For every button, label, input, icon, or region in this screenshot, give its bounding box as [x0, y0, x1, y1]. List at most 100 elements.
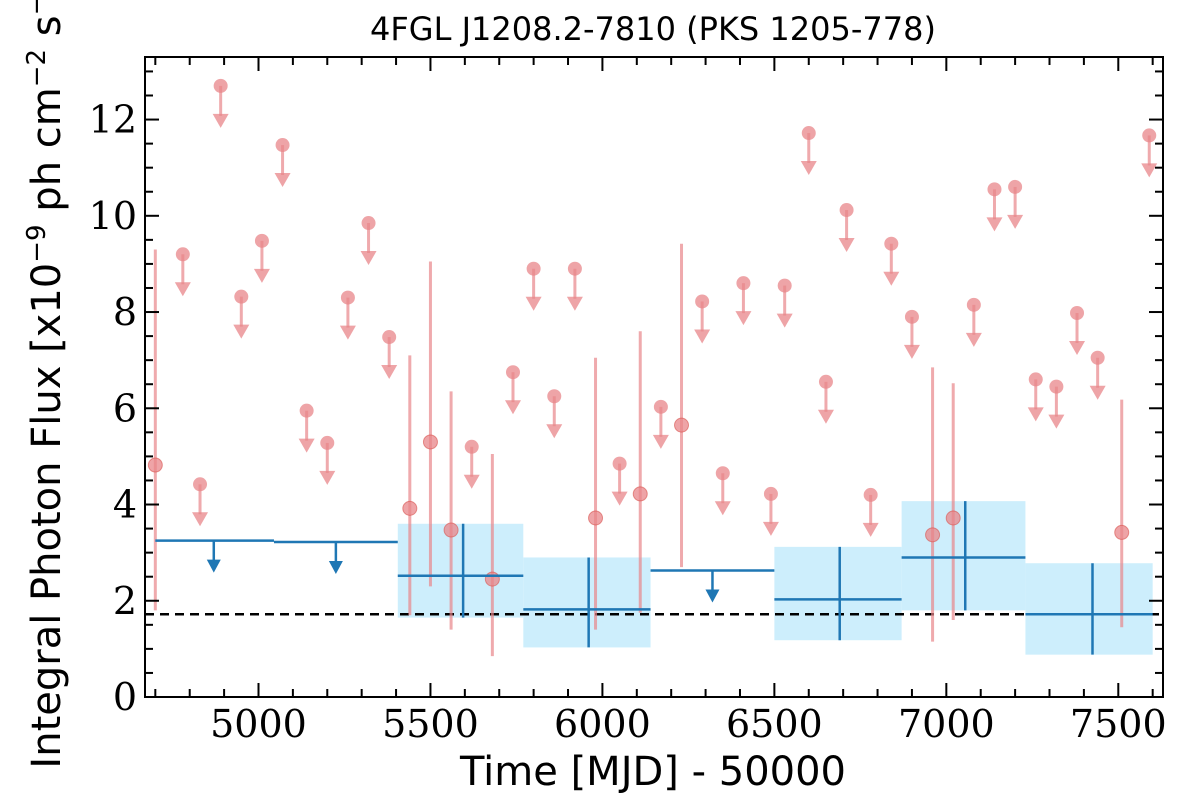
monthly-upper-limit-arrow [1141, 163, 1158, 178]
binned-upper-limit-arrow [206, 559, 221, 573]
monthly-upper-limit-point [863, 487, 878, 502]
monthly-data-point [674, 417, 690, 433]
monthly-upper-limit-arrow [694, 329, 711, 344]
monthly-upper-limit-arrow [903, 344, 920, 359]
monthly-upper-limit-point [1070, 306, 1085, 320]
monthly-upper-limit-point [818, 374, 833, 389]
y-tick-label: 4 [113, 483, 137, 527]
monthly-upper-limit-point [1028, 372, 1043, 387]
monthly-upper-limit-point [763, 486, 778, 501]
y-axis-label: Integral Photon Flux [x10−9 ph cm−2 s−1] [22, 0, 70, 769]
monthly-upper-limit-arrow [504, 400, 521, 415]
monthly-data-point [422, 434, 438, 450]
monthly-upper-limit-point [547, 389, 562, 404]
monthly-upper-limit-arrow [862, 522, 879, 537]
monthly-upper-limit-point [320, 435, 335, 450]
monthly-upper-limit-arrow [762, 521, 779, 536]
monthly-data-point [147, 457, 163, 473]
monthly-upper-limit-point [275, 138, 290, 153]
monthly-upper-limit-arrow [611, 491, 628, 506]
monthly-upper-limit-point [1090, 350, 1105, 365]
monthly-upper-limit-point [987, 182, 1002, 197]
x-tick-label: 7000 [898, 702, 995, 746]
y-tick-label: 8 [113, 290, 137, 334]
monthly-upper-limit-arrow [1027, 407, 1044, 422]
monthly-upper-limit-arrow [253, 268, 270, 283]
monthly-upper-limit-point [839, 203, 854, 218]
monthly-upper-limit-point [382, 330, 397, 345]
monthly-data-point [1114, 524, 1130, 540]
monthly-upper-limit-point [254, 233, 269, 248]
monthly-upper-limit-point [464, 439, 479, 454]
monthly-upper-limit-arrow [1089, 385, 1106, 400]
monthly-upper-limit-point [884, 236, 899, 251]
binned-upper-limit-arrow [328, 561, 343, 575]
binned-error-band [397, 523, 524, 618]
monthly-upper-limit-arrow [174, 282, 191, 297]
monthly-upper-limit-point [715, 466, 730, 481]
binned-error-band [901, 501, 1026, 611]
monthly-upper-limit-arrow [298, 438, 315, 453]
monthly-data-point [632, 486, 648, 502]
monthly-upper-limit-point [213, 78, 228, 93]
monthly-upper-limit-arrow [838, 238, 855, 253]
plot-area: 5000 5500 6000 6500 7000 7500 0 2 4 6 8 10 12 [89, 56, 1167, 746]
monthly-data-point [588, 510, 604, 526]
monthly-upper-limit-arrow [381, 365, 398, 380]
monthly-upper-limit-arrow [525, 296, 542, 311]
monthly-upper-limit-arrow [360, 251, 377, 266]
monthly-upper-limit-point [526, 261, 541, 276]
monthly-upper-limit-arrow [233, 324, 250, 339]
x-tick-label: 5500 [382, 702, 479, 746]
monthly-upper-limit-point [653, 399, 668, 414]
y-tick-label: 2 [113, 579, 137, 623]
monthly-upper-limit-arrow [339, 325, 356, 340]
y-tick-label: 12 [89, 98, 137, 142]
binned-error-band [1025, 563, 1153, 655]
monthly-upper-limit-point [695, 294, 710, 309]
monthly-upper-limit-point [736, 276, 751, 291]
monthly-upper-limit-arrow [652, 434, 669, 449]
monthly-upper-limit-point [175, 247, 190, 262]
monthly-data-point [945, 510, 961, 526]
monthly-upper-limit-arrow [714, 501, 731, 516]
monthly-upper-limit-arrow [319, 470, 336, 485]
monthly-upper-limit-arrow [883, 271, 900, 286]
x-tick-label: 7500 [1070, 702, 1167, 746]
monthly-upper-limit-arrow [192, 512, 209, 527]
y-tick-label: 6 [113, 386, 137, 430]
monthly-data-point [925, 527, 941, 543]
monthly-upper-limit-point [612, 456, 627, 471]
binned-upper-limit-arrow [705, 589, 720, 603]
monthly-upper-limit-point [505, 365, 520, 380]
chart-title: 4FGL J1208.2-7810 (PKS 1205-778) [370, 10, 936, 48]
monthly-upper-limit-point [904, 309, 919, 324]
monthly-upper-limit-arrow [800, 161, 817, 176]
x-tick-label: 6500 [726, 702, 823, 746]
monthly-upper-limit-arrow [965, 332, 982, 347]
x-tick-label: 6000 [554, 702, 651, 746]
monthly-upper-limit-arrow [546, 424, 563, 439]
monthly-upper-limit-point [340, 290, 355, 305]
monthly-upper-limit-point [801, 126, 816, 141]
monthly-upper-limit-arrow [1007, 214, 1024, 229]
monthly-upper-limit-point [966, 297, 981, 312]
binned-error-band [774, 546, 902, 641]
monthly-data-point [443, 522, 459, 538]
monthly-data-point [402, 500, 418, 516]
monthly-upper-limit-point [1049, 379, 1064, 394]
monthly-upper-limit-arrow [1069, 341, 1086, 355]
monthly-upper-limit-point [361, 216, 376, 231]
plot-frame [144, 56, 1164, 698]
monthly-upper-limit-point [777, 278, 792, 293]
monthly-upper-limit-point [567, 261, 582, 276]
monthly-upper-limit-point [299, 403, 314, 418]
monthly-upper-limit-arrow [274, 173, 291, 188]
monthly-upper-limit-arrow [735, 311, 752, 326]
y-tick-label: 10 [89, 194, 137, 238]
binned-error-band [523, 557, 651, 648]
monthly-upper-limit-arrow [1048, 414, 1065, 429]
y-tick-label: 0 [113, 675, 137, 719]
monthly-upper-limit-arrow [212, 113, 229, 128]
